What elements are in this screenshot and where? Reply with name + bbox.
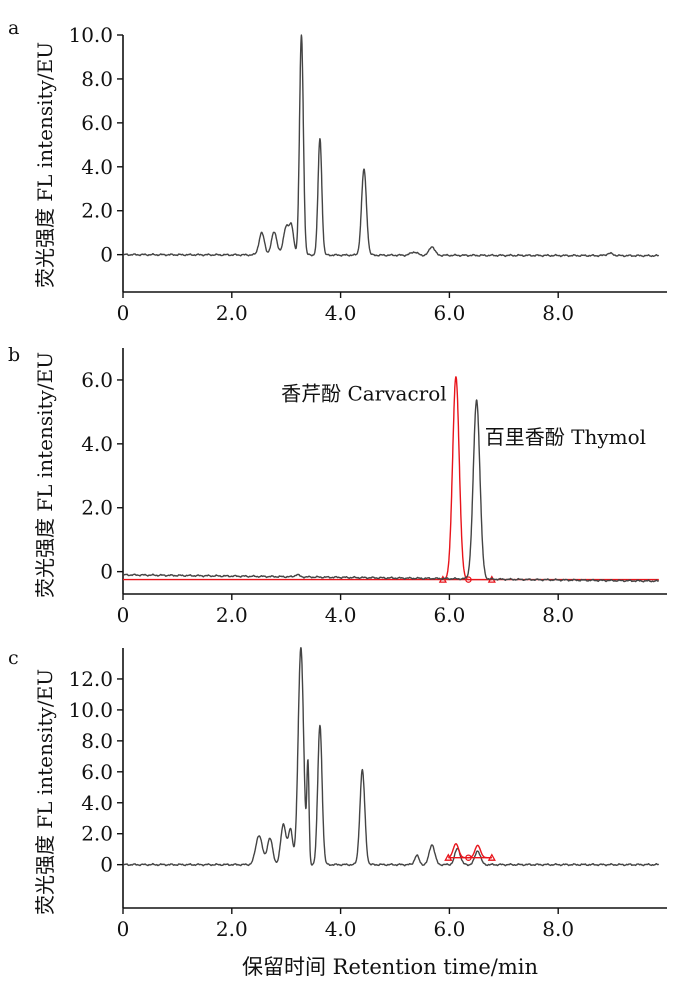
panel-c-label: c (8, 647, 19, 669)
panel-c-y-tick-label: 6.0 (81, 760, 113, 784)
panel-b-label: b (8, 344, 20, 366)
panel-a-x-tick-label: 0 (117, 301, 130, 325)
panel-c-x-tick-label: 6.0 (433, 917, 465, 941)
panel-a-x-tick-label: 6.0 (433, 301, 465, 325)
panel-a-y-tick-label: 4.0 (81, 155, 113, 179)
panel-b-x-tick-label: 8.0 (542, 603, 574, 627)
panel-c-x-tick-label: 8.0 (542, 917, 574, 941)
panel-a-y-tick-label: 2.0 (81, 199, 113, 223)
panel-a-series-0-trace (122, 34, 660, 258)
panel-a-x-tick-label: 2.0 (216, 301, 248, 325)
panel-c-x-tick-label: 4.0 (325, 917, 357, 941)
panel-c-y-tick-label: 12.0 (68, 667, 113, 691)
panel-c-x-tick-label: 2.0 (216, 917, 248, 941)
panel-c-series-1-marker (465, 854, 472, 861)
panel-c-y-tick-label: 4.0 (81, 791, 113, 815)
panel-b-series-1-trace (122, 399, 660, 583)
panel-a: a 荧光强度 FL intensity/EU 0 2.0 4.0 6.0 8.0 10.0… (8, 17, 667, 325)
panel-c-y-tick-label: 10.0 (68, 698, 113, 722)
panel-c-x-tick-label: 0 (117, 917, 130, 941)
panel-c: c 荧光强度 FL intensity/EU 0 2.0 4.0 6.0 8.0 10.0… (8, 647, 667, 941)
panel-c-y-tick-label: 2.0 (81, 822, 113, 846)
panel-b-y-tick-label: 2.0 (81, 496, 113, 520)
panel-b-series-0-marker (465, 576, 472, 583)
panel-a-x-tick-label: 4.0 (325, 301, 357, 325)
panel-c-series-1-marker (444, 853, 453, 861)
panel-a-plot: 0 2.0 4.0 6.0 8.0 10.0 0 2.0 4.0 6.0 8.0 (68, 23, 667, 325)
panel-b-x-tick-label: 2.0 (216, 603, 248, 627)
panel-b-y-axis-label: 荧光强度 FL intensity/EU (33, 352, 57, 598)
panel-a-y-tick-label: 10.0 (68, 23, 113, 47)
panel-b-y-tick-label: 4.0 (81, 432, 113, 456)
panel-b-series-0-trace (122, 376, 660, 581)
panel-b-y-tick-label: 0 (100, 560, 113, 584)
panel-b-x-tick-label: 0 (117, 603, 130, 627)
panel-a-x-tick-label: 8.0 (542, 301, 574, 325)
panel-b-x-tick-label: 6.0 (433, 603, 465, 627)
panel-b-y-tick-label: 6.0 (81, 368, 113, 392)
panel-a-y-tick-label: 8.0 (81, 67, 113, 91)
panel-c-plot: 0 2.0 4.0 6.0 8.0 10.0 12.0 0 2.0 4.0 6.0 8.0 (68, 647, 667, 941)
panel-b-plot: 0 2.0 4.0 6.0 0 2.0 4.0 6.0 8.0 香芹酚 Carvacrol 百里香酚… (81, 348, 667, 627)
panel-c-y-tick-label: 8.0 (81, 729, 113, 753)
panel-a-y-tick-label: 6.0 (81, 111, 113, 135)
panel-c-series-0-trace (122, 647, 660, 867)
panel-c-y-tick-label: 0 (100, 853, 113, 877)
x-axis-title: 保留时间 Retention time/min (242, 955, 538, 979)
panel-a-y-axis-label: 荧光强度 FL intensity/EU (33, 42, 57, 288)
panel-b-x-tick-label: 4.0 (325, 603, 357, 627)
panel-b-peak-annotation: 香芹酚 Carvacrol (281, 382, 447, 406)
panel-a-y-tick-label: 0 (100, 243, 113, 267)
panel-c-y-axis-label: 荧光强度 FL intensity/EU (33, 669, 57, 915)
panel-b: b 荧光强度 FL intensity/EU 0 2.0 4.0 6.0 0 2.0 4.0… (8, 344, 667, 627)
panel-b-peak-annotation: 百里香酚 Thymol (485, 425, 646, 449)
panel-c-series-1-marker (487, 853, 496, 861)
panel-a-label: a (8, 17, 19, 39)
